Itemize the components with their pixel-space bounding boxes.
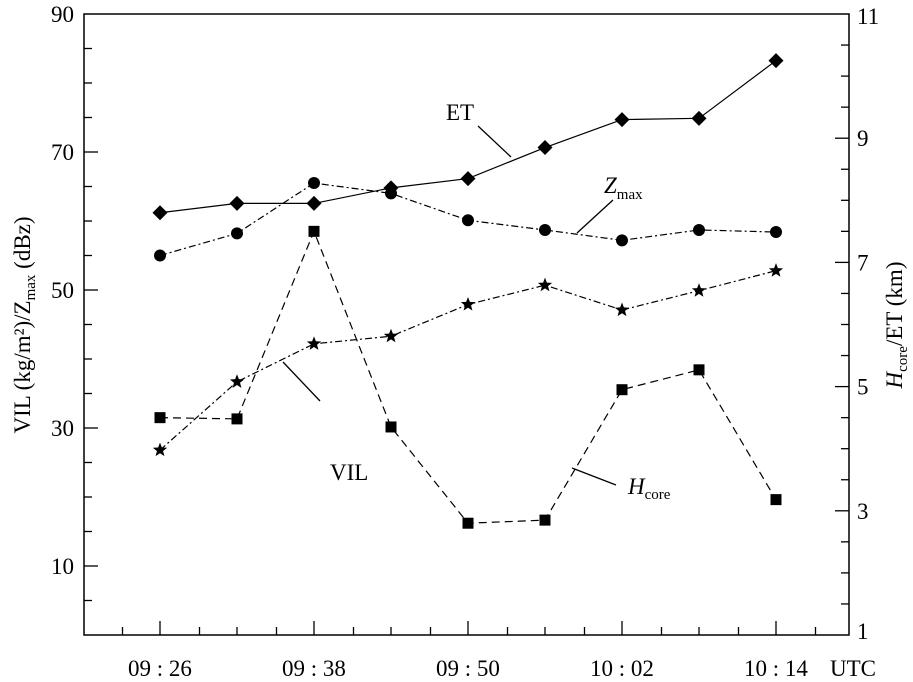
right-axis-label: Hcore/ET (km) bbox=[882, 262, 911, 390]
hcore-leader bbox=[571, 467, 617, 486]
data-point-vil bbox=[229, 374, 245, 388]
data-point-zmax bbox=[308, 177, 320, 190]
x-axis-tick-labels: 09 : 26 09 : 38 09 : 50 10 : 02 10 : 14 bbox=[128, 656, 808, 681]
data-point-hcore bbox=[616, 384, 628, 396]
zmax-label-main: Z bbox=[604, 173, 617, 198]
hcore-label: Hcore bbox=[627, 474, 671, 503]
data-point-vil bbox=[691, 283, 707, 297]
data-point-zmax bbox=[616, 234, 628, 247]
data-point-vil bbox=[460, 296, 476, 311]
left-tick-label: 30 bbox=[51, 416, 74, 441]
left-tick-label: 70 bbox=[51, 140, 74, 165]
data-point-zmax bbox=[770, 226, 782, 239]
data-point-et bbox=[306, 195, 322, 211]
right-axis-tick-labels: 1 3 5 7 9 11 bbox=[857, 4, 879, 644]
annotations: ET Zmax VIL Hcore bbox=[282, 100, 671, 503]
right-tick-label: 5 bbox=[857, 375, 869, 400]
data-point-vil bbox=[152, 442, 168, 457]
x-tick-label: 10 : 14 bbox=[744, 656, 808, 681]
right-tick-label: 11 bbox=[857, 4, 879, 29]
vil-label: VIL bbox=[330, 460, 368, 485]
left-axis-tick-labels: 10 30 50 70 90 bbox=[51, 2, 74, 579]
data-point-hcore bbox=[539, 514, 551, 526]
data-point-hcore bbox=[231, 413, 243, 425]
left-tick-label: 50 bbox=[51, 278, 74, 303]
data-point-hcore bbox=[770, 494, 782, 506]
series-line-et bbox=[159, 60, 777, 214]
hcore-label-main: H bbox=[627, 474, 646, 499]
right-axis-label-suffix: /ET (km) bbox=[882, 262, 907, 347]
right-tick-label: 1 bbox=[857, 619, 869, 644]
axis-ticks bbox=[84, 44, 849, 635]
data-point-et bbox=[460, 171, 476, 187]
zmax-leader bbox=[576, 199, 614, 234]
data-point-hcore bbox=[154, 412, 166, 424]
x-tick-label: 09 : 38 bbox=[282, 656, 346, 681]
left-axis-label: VIL (kg/m²)/Zmax (dBz) bbox=[10, 216, 39, 433]
x-axis-unit: UTC bbox=[830, 656, 876, 681]
zmax-label-sub: max bbox=[617, 187, 643, 203]
left-axis-label-main: VIL (kg/m²)/Z bbox=[10, 300, 35, 433]
hcore-label-sub: core bbox=[645, 487, 671, 503]
data-point-vil bbox=[614, 302, 630, 317]
data-point-hcore bbox=[385, 421, 397, 433]
right-tick-label: 9 bbox=[857, 126, 869, 151]
data-point-et bbox=[614, 112, 630, 128]
data-point-vil bbox=[306, 336, 322, 350]
data-point-zmax bbox=[154, 249, 166, 262]
series-group bbox=[152, 53, 784, 529]
data-point-vil bbox=[537, 277, 553, 292]
data-point-zmax bbox=[693, 223, 705, 236]
data-point-et bbox=[152, 205, 168, 221]
data-point-et bbox=[537, 140, 553, 156]
right-axis-label-prefix: H bbox=[882, 370, 907, 389]
data-point-zmax bbox=[231, 227, 243, 240]
left-axis-label-sub: max bbox=[23, 274, 39, 300]
zmax-label: Zmax bbox=[604, 173, 643, 203]
data-point-vil bbox=[768, 263, 784, 277]
vil-leader bbox=[282, 361, 321, 402]
right-axis-label-sub: core bbox=[895, 346, 911, 372]
left-tick-label: 90 bbox=[51, 2, 74, 27]
data-point-zmax bbox=[539, 223, 551, 236]
data-point-zmax bbox=[385, 187, 397, 200]
x-tick-label: 09 : 50 bbox=[436, 656, 500, 681]
data-point-hcore bbox=[462, 517, 474, 529]
et-label: ET bbox=[446, 100, 474, 125]
data-point-et bbox=[768, 53, 784, 69]
series-line-hcore bbox=[159, 229, 777, 524]
x-tick-label: 10 : 02 bbox=[590, 656, 654, 681]
right-tick-label: 7 bbox=[857, 250, 869, 275]
right-tick-label: 3 bbox=[857, 499, 869, 524]
data-point-vil bbox=[383, 328, 399, 343]
data-point-hcore bbox=[308, 225, 320, 237]
data-point-et bbox=[691, 110, 707, 126]
left-tick-label: 10 bbox=[51, 554, 74, 579]
left-axis-label-suffix: (dBz) bbox=[10, 216, 35, 274]
et-leader bbox=[477, 125, 512, 158]
data-point-zmax bbox=[462, 214, 474, 227]
data-point-hcore bbox=[693, 364, 705, 376]
data-point-et bbox=[229, 195, 245, 211]
x-tick-label: 09 : 26 bbox=[128, 656, 192, 681]
